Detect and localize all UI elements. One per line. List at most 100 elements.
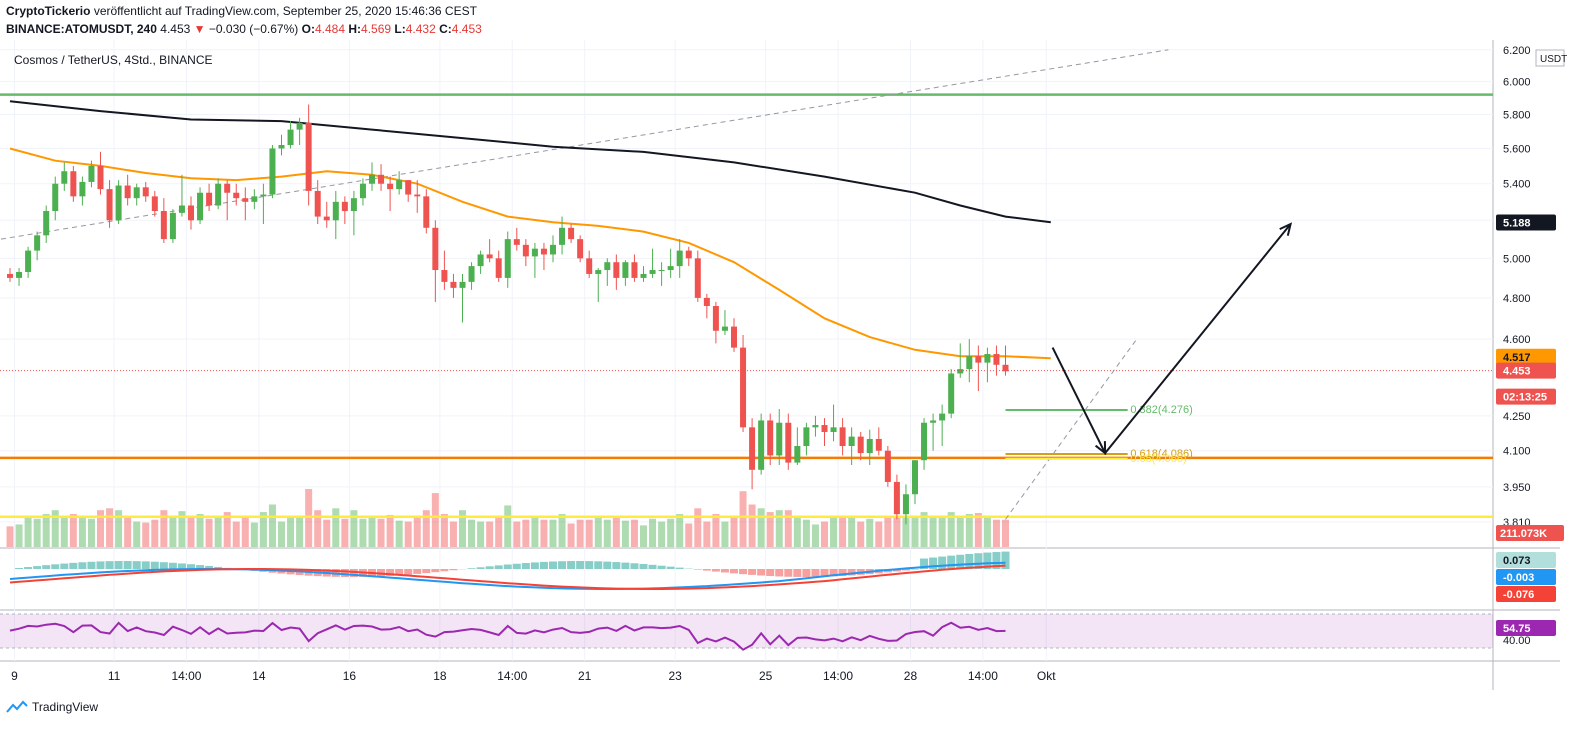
volume-bar	[87, 518, 95, 547]
macd-histogram-bar	[485, 566, 494, 569]
macd-histogram-bar	[983, 552, 992, 569]
macd-histogram-bar	[205, 565, 214, 569]
volume-bar	[929, 517, 937, 547]
macd-histogram-bar	[594, 561, 603, 569]
candle-body	[242, 198, 249, 202]
volume-bar	[377, 518, 385, 547]
volume-bar	[413, 515, 421, 547]
macd-histogram-bar	[748, 569, 757, 575]
volume-bar	[667, 518, 675, 547]
volume-bar	[567, 523, 575, 547]
candle-body	[586, 258, 593, 274]
macd-histogram-bar	[630, 563, 639, 569]
volume-bar	[78, 517, 86, 547]
high-label: H:	[348, 22, 362, 36]
candle-body	[839, 427, 846, 446]
price-chart[interactable]: 0.382(4.276) 0.618(4.086)0.65(4.066) 6.200…	[0, 40, 1578, 690]
macd-histogram-bar	[51, 564, 60, 569]
volume-bar	[106, 508, 114, 547]
volume-bar	[676, 514, 684, 547]
time-tick-label: 14:00	[497, 669, 527, 683]
macd-histogram-bar	[530, 562, 539, 569]
candle-body	[513, 239, 520, 245]
macd-histogram-bar	[114, 561, 123, 569]
publisher: CryptoTickerio	[6, 4, 91, 18]
candle-body	[776, 422, 783, 456]
macd-histogram-bar	[395, 569, 404, 576]
macd-histogram-bar	[911, 569, 919, 570]
open-value: 4.484	[314, 22, 345, 36]
candle-body	[169, 212, 176, 240]
volume-bar	[196, 514, 204, 547]
candle-body	[740, 347, 747, 428]
published-text: veröffentlicht auf TradingView.com, Sept…	[93, 4, 477, 18]
volume-bar	[431, 493, 439, 547]
candle-body	[504, 239, 511, 278]
macd-histogram-bar	[847, 569, 856, 576]
tradingview-footer[interactable]: TradingView	[6, 700, 98, 714]
volume-bar	[775, 510, 783, 547]
volume-bar	[305, 489, 313, 547]
open-label: O:	[301, 22, 315, 36]
volume-bar	[142, 522, 150, 547]
candle-body	[622, 262, 629, 278]
volume-bar	[884, 516, 892, 547]
volume-bar	[866, 518, 874, 547]
candle-body	[278, 145, 285, 149]
volume-bar	[730, 517, 738, 547]
candle-body	[160, 211, 167, 240]
candle-body	[70, 171, 77, 197]
macd-histogram-bar	[766, 569, 775, 577]
macd-histogram-bar	[78, 562, 87, 569]
macd-histogram-bar	[15, 568, 24, 569]
macd-histogram-bar	[576, 561, 585, 569]
candle-body	[703, 297, 710, 307]
volume-bar	[811, 524, 819, 547]
macd-histogram-bar	[503, 564, 512, 569]
macd-histogram-bar	[168, 562, 177, 569]
candle-body	[115, 185, 122, 221]
volume-bar	[395, 520, 403, 547]
candle-body	[758, 420, 765, 470]
volume-bar	[857, 521, 865, 547]
volume-bar	[404, 521, 412, 547]
fib-level-label: 0.65(4.066)	[1130, 453, 1186, 465]
volume-bar	[223, 512, 231, 547]
volume-tag-label: 211.073K	[1500, 528, 1547, 540]
volume-bar	[757, 508, 765, 547]
candle-body	[550, 244, 556, 255]
macd-histogram-bar	[947, 555, 956, 569]
price-tag	[1496, 348, 1556, 365]
candle-body	[459, 281, 466, 288]
arrow-head-up	[1279, 222, 1293, 236]
candle-body	[477, 254, 484, 267]
macd-histogram-bar	[87, 561, 96, 569]
macd-histogram-bar	[549, 561, 557, 569]
price-tick-label: 4.800	[1503, 293, 1531, 305]
volume-bar	[124, 516, 132, 547]
macd-histogram-bar	[494, 565, 503, 569]
macd-histogram-bar	[512, 563, 521, 569]
volume-bar	[69, 514, 77, 547]
candle-body	[441, 270, 448, 282]
candle-body	[305, 122, 312, 191]
candle-body	[712, 306, 719, 331]
candle-body	[577, 239, 584, 259]
currency-box	[1535, 49, 1565, 67]
candle-body	[848, 436, 855, 446]
macd-histogram-bar	[784, 569, 793, 577]
candle-body	[531, 248, 538, 257]
volume-bar	[947, 512, 955, 547]
volume-bar	[133, 521, 141, 547]
macd-histogram-bar	[711, 569, 720, 572]
volume-bar	[250, 522, 258, 547]
candle-body	[667, 266, 674, 271]
volume-bar	[531, 515, 539, 547]
candle-body	[378, 174, 385, 184]
price-tag	[1496, 214, 1556, 231]
rsi-level-label: 40.00	[1503, 635, 1531, 647]
candle-body	[142, 187, 149, 197]
volume-bar	[603, 519, 611, 547]
candle-body	[269, 148, 276, 195]
price-tick-label: 5.600	[1503, 143, 1531, 155]
